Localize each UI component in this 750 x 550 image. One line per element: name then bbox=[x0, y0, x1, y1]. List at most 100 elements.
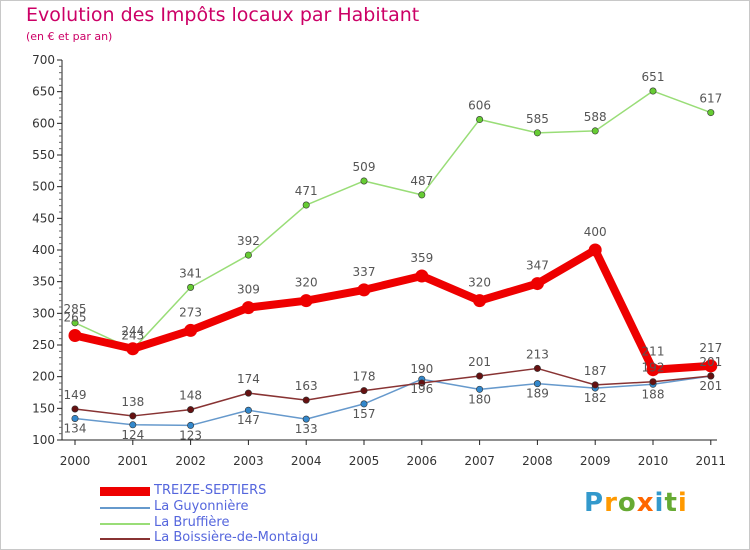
x-tick-label: 2009 bbox=[580, 454, 611, 468]
logo-letter: r bbox=[604, 488, 618, 518]
y-tick-label: 500 bbox=[32, 180, 55, 194]
data-point bbox=[591, 381, 599, 389]
x-tick-label: 2002 bbox=[175, 454, 206, 468]
data-label: 606 bbox=[468, 99, 491, 113]
data-point bbox=[187, 406, 195, 414]
legend-swatch bbox=[100, 523, 150, 525]
legend-label: La Guyonnière bbox=[154, 499, 249, 514]
data-label: 190 bbox=[410, 362, 433, 376]
logo-letter: x bbox=[636, 488, 655, 518]
data-point bbox=[646, 363, 660, 377]
y-tick-label: 450 bbox=[32, 211, 55, 225]
data-point bbox=[591, 127, 599, 135]
data-point bbox=[533, 380, 541, 388]
data-point bbox=[302, 396, 310, 404]
data-point bbox=[704, 359, 718, 373]
data-label: 149 bbox=[64, 388, 87, 402]
data-point bbox=[299, 294, 313, 308]
data-point bbox=[68, 329, 82, 342]
data-label: 211 bbox=[642, 345, 665, 359]
data-label: 123 bbox=[179, 428, 202, 442]
data-label: 243 bbox=[121, 328, 144, 342]
data-label: 196 bbox=[410, 382, 433, 396]
data-label: 273 bbox=[179, 305, 202, 319]
y-tick-label: 200 bbox=[32, 370, 55, 384]
data-label: 244 bbox=[121, 324, 144, 338]
data-label: 651 bbox=[642, 70, 665, 84]
data-label: 201 bbox=[468, 355, 491, 369]
legend-label: La Bruffière bbox=[154, 515, 230, 530]
data-label: 188 bbox=[642, 387, 665, 401]
data-point bbox=[707, 109, 715, 117]
data-point bbox=[244, 251, 252, 259]
logo-letter: o bbox=[617, 488, 637, 518]
series-line-0 bbox=[71, 246, 715, 374]
logo-letter: P bbox=[584, 488, 605, 518]
data-point bbox=[129, 421, 137, 429]
data-label: 147 bbox=[237, 413, 260, 427]
y-tick-label: 600 bbox=[32, 116, 55, 130]
y-tick-label: 150 bbox=[32, 401, 55, 415]
data-point bbox=[129, 412, 137, 420]
data-label: 337 bbox=[353, 265, 376, 279]
data-label: 163 bbox=[295, 379, 318, 393]
data-label: 265 bbox=[64, 311, 87, 325]
data-point bbox=[707, 372, 715, 380]
x-tick-label: 2010 bbox=[638, 454, 669, 468]
x-tick-label: 2005 bbox=[349, 454, 380, 468]
data-point bbox=[476, 116, 484, 124]
logo-letter: i bbox=[654, 488, 665, 518]
data-label: 178 bbox=[353, 370, 376, 384]
data-label: 309 bbox=[237, 283, 260, 297]
proxiti-logo: Proxiti bbox=[584, 488, 688, 518]
chart-subtitle: (en € et par an) bbox=[26, 30, 113, 43]
data-point bbox=[360, 387, 368, 395]
legend-label: TREIZE-SEPTIERS bbox=[154, 483, 267, 498]
data-point bbox=[418, 379, 426, 387]
data-label: 400 bbox=[584, 225, 607, 239]
data-point bbox=[418, 191, 426, 199]
data-label: 509 bbox=[353, 160, 376, 174]
data-point bbox=[649, 87, 657, 95]
data-label: 174 bbox=[237, 372, 260, 386]
data-point bbox=[415, 269, 429, 283]
y-tick-label: 350 bbox=[32, 275, 55, 289]
data-point bbox=[357, 283, 371, 297]
data-label: 201 bbox=[699, 379, 722, 393]
data-label: 133 bbox=[295, 422, 318, 436]
x-tick-label: 2011 bbox=[696, 454, 727, 468]
x-tick-label: 2001 bbox=[118, 454, 149, 468]
data-point bbox=[649, 378, 657, 386]
data-label: 201 bbox=[699, 355, 722, 369]
y-tick-label: 100 bbox=[32, 433, 55, 447]
data-label: 124 bbox=[121, 428, 144, 442]
data-point bbox=[476, 372, 484, 380]
data-point bbox=[187, 421, 195, 429]
data-label: 285 bbox=[64, 302, 87, 316]
data-label: 320 bbox=[468, 276, 491, 290]
data-label: 487 bbox=[410, 174, 433, 188]
data-point bbox=[588, 243, 602, 257]
series-line-3 bbox=[74, 367, 712, 417]
x-tick-label: 2000 bbox=[60, 454, 91, 468]
legend-swatch bbox=[100, 507, 150, 509]
x-tick-label: 2004 bbox=[291, 454, 322, 468]
data-point bbox=[244, 389, 252, 397]
x-tick-label: 2006 bbox=[407, 454, 438, 468]
chart-title: Evolution des Impôts locaux par Habitant bbox=[26, 4, 420, 26]
data-point bbox=[360, 177, 368, 185]
legend-swatch bbox=[100, 538, 150, 540]
data-label: 588 bbox=[584, 110, 607, 124]
x-tick-label: 2003 bbox=[233, 454, 264, 468]
data-point bbox=[530, 277, 544, 291]
data-point bbox=[71, 405, 79, 413]
legend-label: La Boissière-de-Montaigu bbox=[154, 530, 319, 545]
series-line-1 bbox=[74, 375, 712, 427]
data-point bbox=[71, 319, 79, 327]
data-point bbox=[187, 283, 195, 291]
data-label: 189 bbox=[526, 387, 549, 401]
data-label: 471 bbox=[295, 184, 318, 198]
data-label: 347 bbox=[526, 259, 549, 273]
